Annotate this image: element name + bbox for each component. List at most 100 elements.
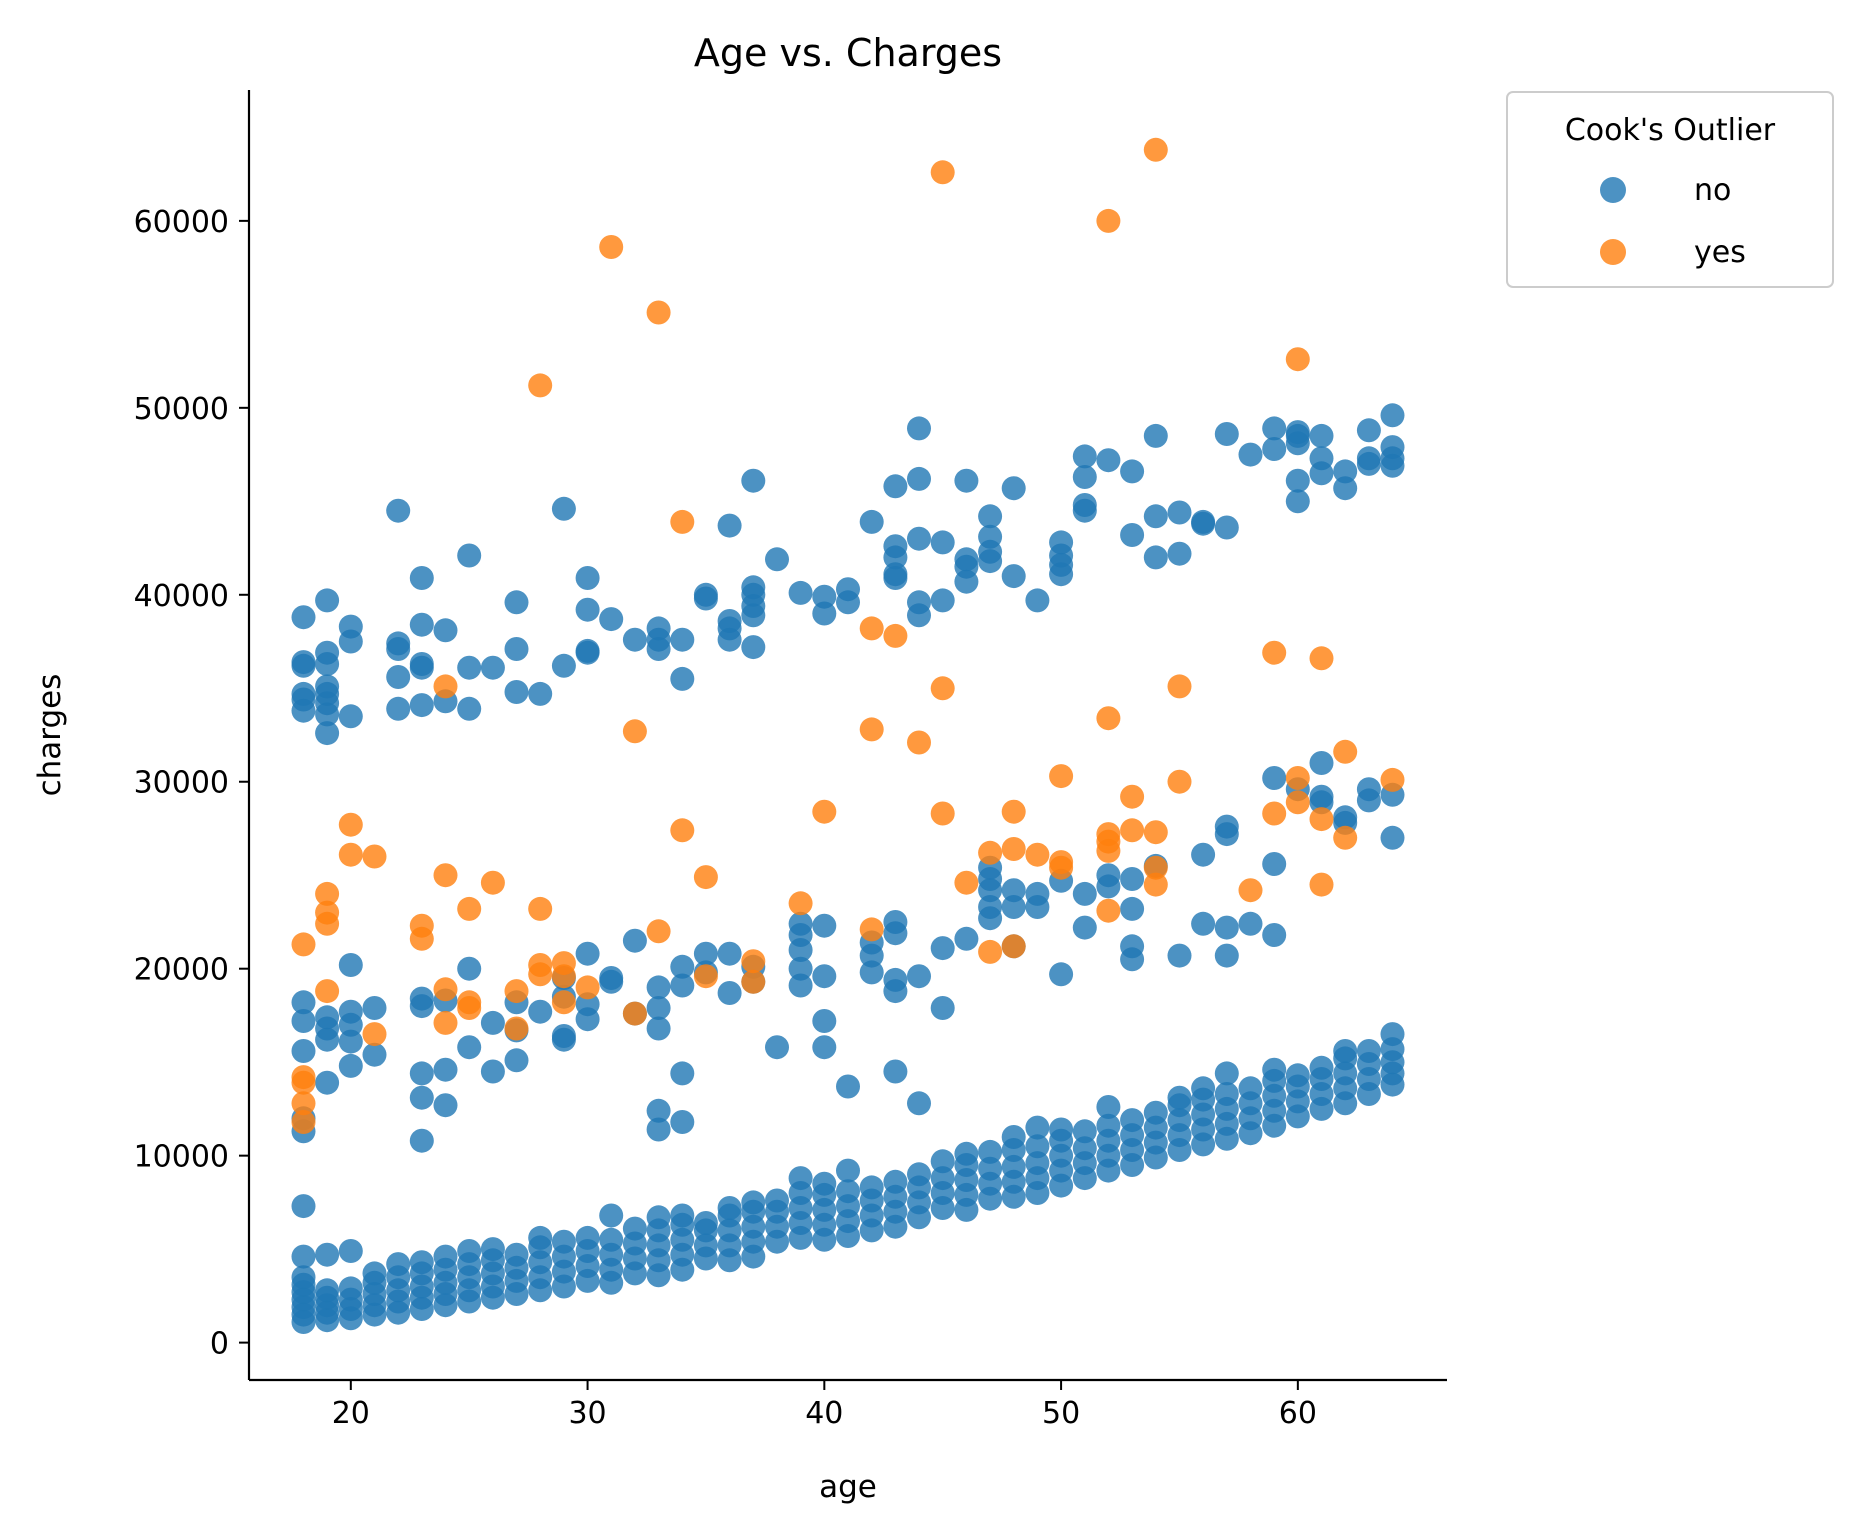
legend-marker-no bbox=[1600, 177, 1626, 203]
data-point-no bbox=[883, 1059, 908, 1084]
data-point-no bbox=[1025, 881, 1050, 906]
data-point-no bbox=[1167, 1085, 1192, 1110]
data-point-no bbox=[788, 1166, 813, 1191]
data-point-no bbox=[1001, 564, 1026, 589]
data-point-no bbox=[836, 1179, 860, 1204]
data-point-no bbox=[670, 954, 695, 979]
data-point-no bbox=[883, 967, 908, 992]
data-point-no bbox=[812, 584, 837, 609]
data-point-yes bbox=[457, 990, 482, 1015]
data-point-no bbox=[362, 1042, 387, 1067]
data-point-no bbox=[457, 655, 482, 680]
data-point-no bbox=[1191, 1076, 1216, 1101]
data-point-yes bbox=[1143, 872, 1168, 897]
data-point-no bbox=[812, 964, 837, 989]
data-point-no bbox=[409, 1250, 434, 1275]
data-point-no bbox=[978, 504, 1003, 529]
data-point-no bbox=[1262, 437, 1287, 461]
data-point-no bbox=[954, 926, 979, 951]
data-point-no bbox=[1191, 509, 1216, 534]
data-point-no bbox=[717, 609, 742, 633]
data-point-no bbox=[457, 543, 482, 568]
data-point-no bbox=[646, 616, 671, 641]
data-point-no bbox=[433, 1057, 458, 1082]
data-point-no bbox=[528, 1225, 553, 1250]
data-point-no bbox=[291, 650, 316, 675]
data-point-no bbox=[409, 1061, 434, 1086]
data-point-yes bbox=[1096, 706, 1121, 731]
data-point-no bbox=[551, 1229, 576, 1254]
data-point-no bbox=[1120, 523, 1145, 547]
data-point-no bbox=[1262, 923, 1287, 947]
data-point-no bbox=[741, 575, 766, 600]
data-point-yes bbox=[1309, 646, 1334, 671]
data-point-no bbox=[883, 1169, 908, 1194]
data-point-no bbox=[930, 1149, 955, 1174]
data-point-no bbox=[362, 1261, 387, 1286]
data-point-no bbox=[1096, 1113, 1121, 1138]
data-point-no bbox=[291, 1194, 316, 1219]
data-point-yes bbox=[978, 840, 1003, 865]
data-point-no bbox=[1049, 530, 1074, 555]
data-point-no bbox=[1001, 878, 1026, 903]
data-point-no bbox=[930, 996, 955, 1020]
data-point-no bbox=[1356, 446, 1381, 471]
data-point-no bbox=[930, 588, 955, 613]
data-point-no bbox=[1309, 1055, 1334, 1080]
data-point-yes bbox=[291, 1065, 316, 1090]
data-point-no bbox=[954, 468, 979, 493]
data-point-no bbox=[409, 652, 434, 676]
data-point-no bbox=[646, 975, 671, 1000]
data-point-no bbox=[1120, 896, 1145, 921]
data-point-no bbox=[859, 1175, 884, 1200]
data-point-no bbox=[670, 666, 695, 691]
data-point-no bbox=[480, 655, 505, 680]
data-point-no bbox=[504, 637, 529, 661]
data-point-no bbox=[883, 534, 908, 559]
data-point-yes bbox=[1262, 640, 1287, 665]
data-point-yes bbox=[291, 1091, 316, 1116]
data-point-no bbox=[1214, 1061, 1239, 1086]
data-point-no bbox=[622, 1216, 647, 1241]
data-point-yes bbox=[433, 863, 458, 888]
data-point-yes bbox=[575, 975, 600, 1000]
data-point-no bbox=[457, 1239, 482, 1263]
data-point-yes bbox=[457, 896, 482, 921]
data-point-yes bbox=[338, 812, 363, 837]
y-ticks: 0 10000 20000 30000 40000 50000 60000 bbox=[134, 205, 249, 1362]
data-point-no bbox=[1262, 416, 1287, 441]
data-point-yes bbox=[741, 949, 766, 974]
data-point-yes bbox=[1096, 822, 1121, 847]
data-point-no bbox=[338, 1053, 363, 1078]
data-point-yes bbox=[1285, 347, 1310, 372]
data-point-no bbox=[433, 1244, 458, 1269]
y-tick-label: 60000 bbox=[134, 205, 229, 240]
data-point-no bbox=[765, 547, 789, 572]
data-point-no bbox=[386, 665, 411, 689]
data-point-no bbox=[1072, 1136, 1097, 1161]
data-point-no bbox=[1167, 500, 1192, 525]
data-point-yes bbox=[480, 870, 505, 895]
data-point-yes bbox=[859, 717, 884, 742]
data-point-no bbox=[1001, 1125, 1026, 1149]
data-point-yes bbox=[551, 990, 576, 1015]
data-point-yes bbox=[315, 881, 340, 906]
data-point-no bbox=[907, 416, 931, 441]
data-point-no bbox=[670, 973, 695, 998]
data-point-yes bbox=[1096, 898, 1121, 923]
data-point-yes bbox=[1309, 807, 1334, 832]
data-point-no bbox=[291, 1244, 316, 1269]
data-point-no bbox=[646, 1016, 671, 1041]
data-point-yes bbox=[504, 979, 529, 1004]
data-point-no bbox=[1309, 751, 1334, 775]
x-tick-label: 30 bbox=[568, 1396, 606, 1431]
data-point-no bbox=[599, 1203, 624, 1228]
data-point-no bbox=[693, 941, 718, 966]
legend-title: Cook's Outlier bbox=[1565, 113, 1776, 148]
data-point-no bbox=[622, 928, 647, 953]
data-point-no bbox=[670, 1110, 695, 1134]
data-point-no bbox=[480, 1237, 505, 1262]
data-point-no bbox=[315, 588, 340, 613]
data-point-no bbox=[1049, 962, 1074, 987]
data-point-no bbox=[1380, 403, 1405, 428]
